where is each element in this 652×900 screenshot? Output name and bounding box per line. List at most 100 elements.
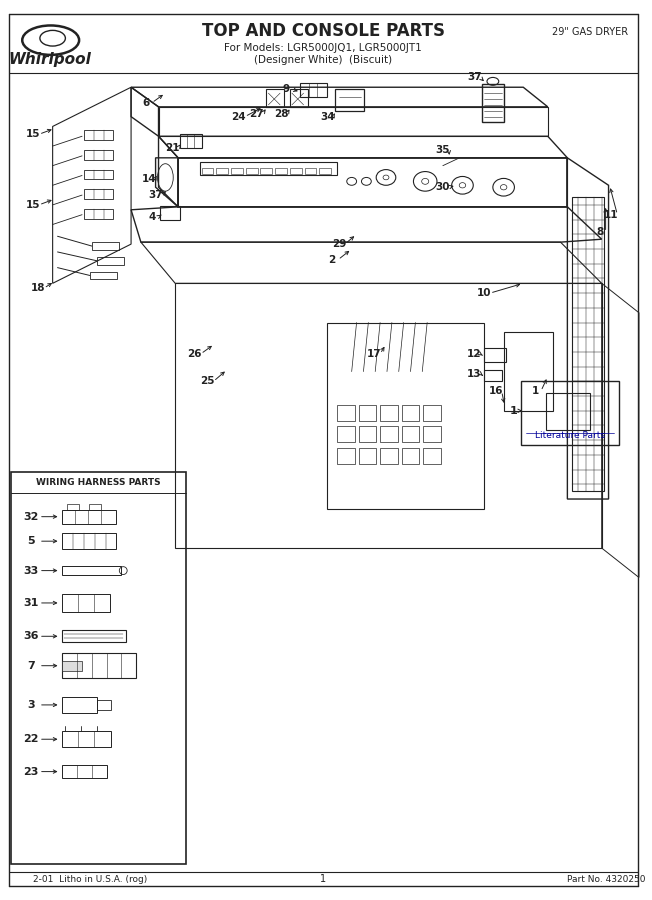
- Text: 25: 25: [200, 376, 215, 386]
- Text: For Models: LGR5000JQ1, LGR5000JT1: For Models: LGR5000JQ1, LGR5000JT1: [224, 43, 422, 53]
- Bar: [67, 504, 79, 509]
- Text: 24: 24: [231, 112, 246, 122]
- Bar: [231, 167, 243, 174]
- Bar: [84, 150, 113, 160]
- Text: 7: 7: [27, 661, 35, 670]
- Bar: [304, 167, 316, 174]
- Text: 35: 35: [436, 145, 450, 155]
- Text: 37: 37: [467, 72, 482, 83]
- Bar: [63, 698, 96, 713]
- Text: 6: 6: [142, 98, 149, 108]
- Text: 34: 34: [320, 112, 334, 122]
- Bar: [63, 765, 106, 778]
- Bar: [63, 653, 136, 679]
- Bar: [359, 448, 376, 464]
- Bar: [200, 162, 337, 176]
- Text: 5: 5: [27, 536, 35, 546]
- Bar: [84, 169, 113, 179]
- Bar: [201, 167, 213, 174]
- Bar: [63, 509, 116, 524]
- Text: 17: 17: [367, 349, 381, 359]
- Bar: [300, 84, 327, 97]
- Text: Whirlpool: Whirlpool: [8, 52, 91, 68]
- Text: 2: 2: [329, 255, 336, 265]
- Text: 3: 3: [27, 700, 35, 710]
- Bar: [482, 85, 503, 122]
- Bar: [275, 167, 287, 174]
- Text: 22: 22: [23, 734, 39, 744]
- Bar: [380, 405, 398, 420]
- Text: 1: 1: [531, 386, 539, 396]
- Bar: [319, 167, 331, 174]
- Text: TOP AND CONSOLE PARTS: TOP AND CONSOLE PARTS: [201, 22, 445, 40]
- Text: 21: 21: [165, 143, 179, 153]
- Text: 15: 15: [26, 130, 40, 140]
- Text: Literature Parts: Literature Parts: [535, 431, 605, 440]
- Bar: [402, 405, 419, 420]
- Text: 27: 27: [249, 109, 264, 119]
- Text: 16: 16: [488, 386, 503, 396]
- Text: 32: 32: [23, 512, 38, 522]
- Bar: [90, 272, 117, 279]
- Text: (Designer White)  (Biscuit): (Designer White) (Biscuit): [254, 55, 393, 65]
- Bar: [335, 89, 364, 111]
- Text: 36: 36: [23, 631, 39, 642]
- Bar: [84, 189, 113, 199]
- Bar: [267, 89, 284, 107]
- Text: 2-01  Litho in U.S.A. (rog): 2-01 Litho in U.S.A. (rog): [33, 875, 147, 884]
- Bar: [572, 197, 604, 491]
- Text: 30: 30: [436, 182, 450, 193]
- Text: 4: 4: [149, 212, 156, 221]
- Bar: [359, 427, 376, 442]
- Bar: [63, 566, 121, 575]
- Bar: [84, 209, 113, 219]
- Bar: [337, 427, 355, 442]
- Text: Part No. 4320250: Part No. 4320250: [567, 875, 646, 884]
- Bar: [160, 206, 180, 220]
- Bar: [359, 405, 376, 420]
- Text: 18: 18: [31, 284, 45, 293]
- Bar: [63, 630, 126, 643]
- Text: 33: 33: [23, 565, 38, 576]
- Text: 31: 31: [23, 598, 38, 608]
- Text: 14: 14: [141, 175, 156, 184]
- Text: 1: 1: [320, 875, 326, 885]
- Bar: [84, 130, 113, 140]
- Text: 28: 28: [274, 109, 288, 119]
- Bar: [290, 89, 308, 107]
- Text: 10: 10: [477, 288, 492, 298]
- Bar: [261, 167, 273, 174]
- Bar: [12, 472, 186, 864]
- Bar: [89, 504, 100, 509]
- Bar: [337, 448, 355, 464]
- Text: 15: 15: [26, 200, 40, 210]
- Text: 26: 26: [188, 349, 202, 359]
- Bar: [63, 732, 111, 747]
- Text: 23: 23: [23, 767, 38, 777]
- Bar: [402, 427, 419, 442]
- Text: 13: 13: [467, 368, 481, 379]
- Bar: [63, 594, 110, 612]
- Bar: [423, 427, 441, 442]
- Bar: [546, 393, 590, 430]
- Bar: [96, 256, 125, 265]
- Bar: [402, 448, 419, 464]
- Text: 1: 1: [510, 406, 517, 416]
- Bar: [63, 661, 82, 670]
- Bar: [522, 382, 619, 446]
- Text: 8: 8: [596, 228, 603, 238]
- Bar: [246, 167, 258, 174]
- Text: 12: 12: [467, 349, 481, 359]
- Bar: [380, 427, 398, 442]
- Bar: [380, 448, 398, 464]
- Bar: [63, 534, 116, 549]
- Text: 29: 29: [332, 239, 346, 249]
- Bar: [337, 405, 355, 420]
- Bar: [180, 134, 201, 148]
- Bar: [484, 370, 501, 382]
- Text: 29" GAS DRYER: 29" GAS DRYER: [552, 27, 628, 37]
- Text: 37: 37: [148, 190, 163, 200]
- Text: 9: 9: [282, 85, 289, 94]
- Bar: [92, 242, 119, 250]
- Text: WIRING HARNESS PARTS: WIRING HARNESS PARTS: [37, 478, 161, 487]
